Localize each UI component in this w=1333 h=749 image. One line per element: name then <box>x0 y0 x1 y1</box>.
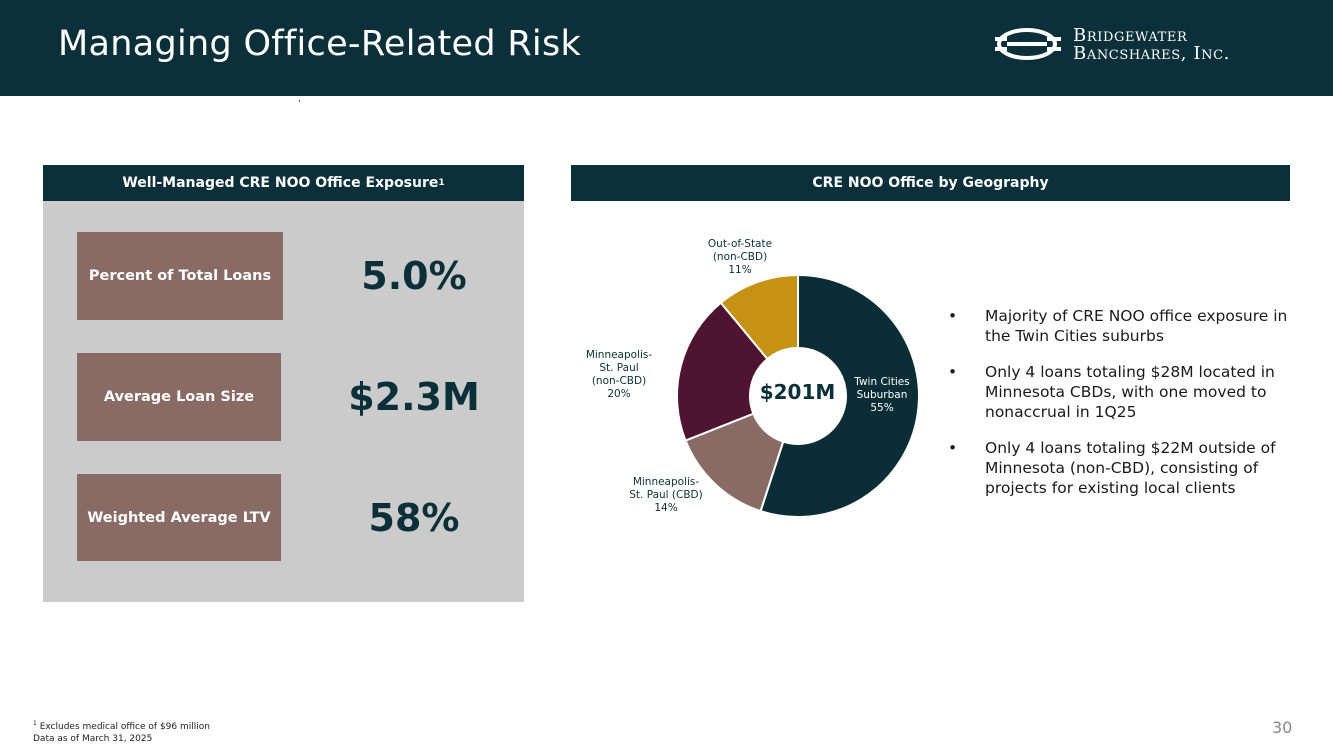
geography-bullet-list: • Majority of CRE NOO office exposure in … <box>948 306 1288 514</box>
bullet-item: • Only 4 loans totaling $28M located in M… <box>948 363 1275 421</box>
footnote: 1 Excludes medical office of $96 million… <box>33 718 210 745</box>
bullet-item: • Only 4 loans totaling $22M outside of M… <box>948 439 1276 497</box>
slice-label: Minneapolis-St. Paul (CBD) 14% <box>629 476 702 514</box>
logo-line-2: Bancshares, Inc. <box>1073 43 1230 64</box>
logo-line-1: Bridgewater <box>1073 25 1188 46</box>
footnote-number: 1 <box>33 720 37 727</box>
slice-label: Twin Cities Suburban 55% <box>853 376 909 414</box>
bullet-item: • Majority of CRE NOO office exposure in … <box>948 307 1288 345</box>
metric-value-ltv: 58% <box>368 496 460 540</box>
footnote-text: Excludes medical office of $96 million <box>39 722 210 732</box>
slice-label: Out-of-State (non-CBD) 11% <box>708 238 772 276</box>
header-bar <box>0 0 1333 96</box>
metric-label-avg-loan: Average Loan Size <box>77 353 281 441</box>
geography-donut-chart: Twin Cities Suburban 55% Minneapolis-St. Pa… <box>586 238 920 518</box>
page-number: 30 <box>1272 718 1293 737</box>
page-title: Managing Office-Related Risk <box>58 24 582 64</box>
slice-label: Minneapolis-St. Paul (non-CBD) 20% <box>586 349 653 400</box>
metric-label-ltv: Weighted Average LTV <box>77 474 281 561</box>
metric-label-percent: Percent of Total Loans <box>77 232 283 320</box>
metric-value-avg-loan: $2.3M <box>348 375 480 419</box>
footnote-marker: 1 <box>438 178 445 188</box>
data-date-note: Data as of March 31, 2025 <box>33 734 153 744</box>
bridge-logo-icon <box>995 28 1061 60</box>
donut-hole <box>750 348 846 444</box>
geography-panel-heading: CRE NOO Office by Geography <box>571 165 1290 201</box>
metric-value-percent: 5.0% <box>361 254 467 298</box>
exposure-panel-heading: Well-Managed CRE NOO Office Exposure 1 <box>43 165 524 201</box>
company-logo: Bridgewater Bancshares, Inc. <box>993 27 1273 71</box>
divider-mark <box>299 100 300 102</box>
donut-center-total: $201M <box>759 380 836 404</box>
